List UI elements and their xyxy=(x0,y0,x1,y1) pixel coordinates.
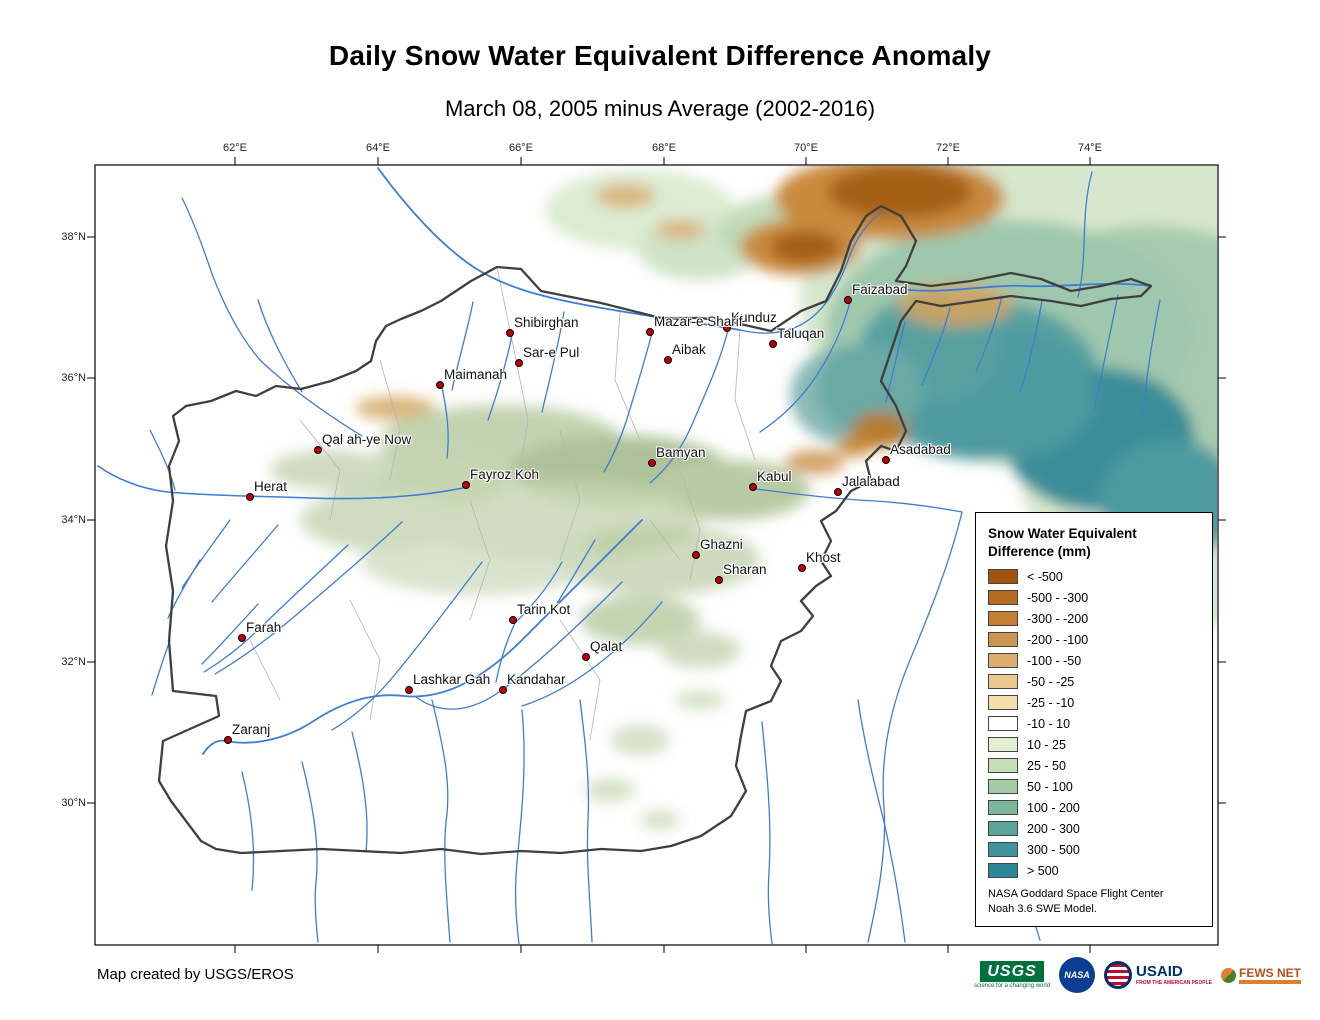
legend-entry: -50 - -25 xyxy=(988,673,1204,690)
usaid-logo-text: USAID xyxy=(1136,963,1183,980)
legend-entry: 200 - 300 xyxy=(988,820,1204,837)
legend-entry-label: 10 - 25 xyxy=(1027,737,1066,752)
legend-entry: 300 - 500 xyxy=(988,841,1204,858)
legend-color-swatch xyxy=(988,758,1018,774)
fewsnet-globe-icon xyxy=(1220,967,1236,983)
legend-entry-label: 300 - 500 xyxy=(1027,842,1080,857)
legend-color-swatch xyxy=(988,842,1018,858)
legend-color-swatch xyxy=(988,611,1018,627)
legend-entry-label: > 500 xyxy=(1027,863,1059,878)
usgs-logo-text: USGS xyxy=(980,960,1044,983)
legend-color-swatch xyxy=(988,632,1018,648)
legend-entry-label: -300 - -200 xyxy=(1027,611,1089,626)
legend-entry-label: < -500 xyxy=(1027,569,1063,584)
legend-entry: -25 - -10 xyxy=(988,694,1204,711)
legend-color-swatch xyxy=(988,590,1018,606)
legend-entry-label: 200 - 300 xyxy=(1027,821,1080,836)
usgs-logo: USGS science for a changing world xyxy=(974,960,1051,990)
fewsnet-logo-text: FEWS NET xyxy=(1238,965,1301,980)
page-subtitle: March 08, 2005 minus Average (2002-2016) xyxy=(444,96,876,121)
usaid-logo: USAID FROM THE AMERICAN PEOPLE xyxy=(1104,961,1212,989)
legend-entry: -100 - -50 xyxy=(988,652,1204,669)
legend-color-swatch xyxy=(988,779,1018,795)
legend-note-line2: Noah 3.6 SWE Model. xyxy=(988,903,1097,916)
map-credit: Map created by USGS/EROS xyxy=(97,966,294,983)
legend-title-line2: Difference (mm) xyxy=(988,543,1091,559)
legend-color-swatch xyxy=(988,653,1018,669)
legend-note: NASA Goddard Space Flight Center Noah 3.… xyxy=(988,887,1204,917)
legend-entry: < -500 xyxy=(988,568,1204,585)
legend-entry-label: -100 - -50 xyxy=(1027,653,1082,668)
river-lines xyxy=(97,167,1161,944)
legend-entry-label: 50 - 100 xyxy=(1027,779,1073,794)
page-title: Daily Snow Water Equivalent Difference A… xyxy=(328,40,992,71)
fewsnet-tagline-bar xyxy=(1238,979,1301,984)
terrain-layer xyxy=(270,166,1217,830)
legend-entry-label: 25 - 50 xyxy=(1027,758,1066,773)
legend-entry-label: -200 - -100 xyxy=(1027,632,1089,647)
legend-title: Snow Water Equivalent Difference (mm) xyxy=(988,525,1204,560)
legend-entry: 50 - 100 xyxy=(988,778,1204,795)
legend-entries: < -500 -500 - -300 -300 - -200 -200 - -1… xyxy=(988,568,1204,879)
logo-bar: USGS science for a changing world NASA U… xyxy=(974,952,1301,998)
legend-entry-label: -25 - -10 xyxy=(1027,695,1075,710)
legend-color-swatch xyxy=(988,674,1018,690)
province-boundaries xyxy=(249,266,756,741)
legend-color-swatch xyxy=(988,716,1018,732)
map-frame xyxy=(94,164,1219,946)
legend-color-swatch xyxy=(988,695,1018,711)
legend-color-swatch xyxy=(988,800,1018,816)
country-border xyxy=(157,204,1153,856)
legend-entry: -200 - -100 xyxy=(988,631,1204,648)
legend-entry: 25 - 50 xyxy=(988,757,1204,774)
legend-entry: 100 - 200 xyxy=(988,799,1204,816)
usaid-seal-icon xyxy=(1104,961,1133,989)
legend-entry: 10 - 25 xyxy=(988,736,1204,753)
graticule-ticks xyxy=(87,157,1226,953)
usaid-tagline: FROM THE AMERICAN PEOPLE xyxy=(1136,980,1212,986)
legend-entry: > 500 xyxy=(988,862,1204,879)
legend-entry-label: -50 - -25 xyxy=(1027,674,1075,689)
legend-title-line1: Snow Water Equivalent xyxy=(988,526,1137,541)
legend-entry-label: -10 - 10 xyxy=(1027,716,1071,731)
map-legend: Snow Water Equivalent Difference (mm) < … xyxy=(975,512,1213,927)
legend-entry: -10 - 10 xyxy=(988,715,1204,732)
legend-entry: -300 - -200 xyxy=(988,610,1204,627)
nasa-logo: NASA xyxy=(1059,957,1096,993)
fewsnet-logo: FEWS NET xyxy=(1220,965,1301,984)
usgs-tagline: science for a changing world xyxy=(974,983,1051,990)
legend-color-swatch xyxy=(988,821,1018,837)
legend-entry: -500 - -300 xyxy=(988,589,1204,606)
legend-note-line1: NASA Goddard Space Flight Center xyxy=(988,888,1164,901)
legend-color-swatch xyxy=(988,737,1018,753)
legend-color-swatch xyxy=(988,863,1018,879)
legend-entry-label: -500 - -300 xyxy=(1027,590,1089,605)
legend-entry-label: 100 - 200 xyxy=(1027,800,1080,815)
legend-color-swatch xyxy=(988,569,1018,585)
